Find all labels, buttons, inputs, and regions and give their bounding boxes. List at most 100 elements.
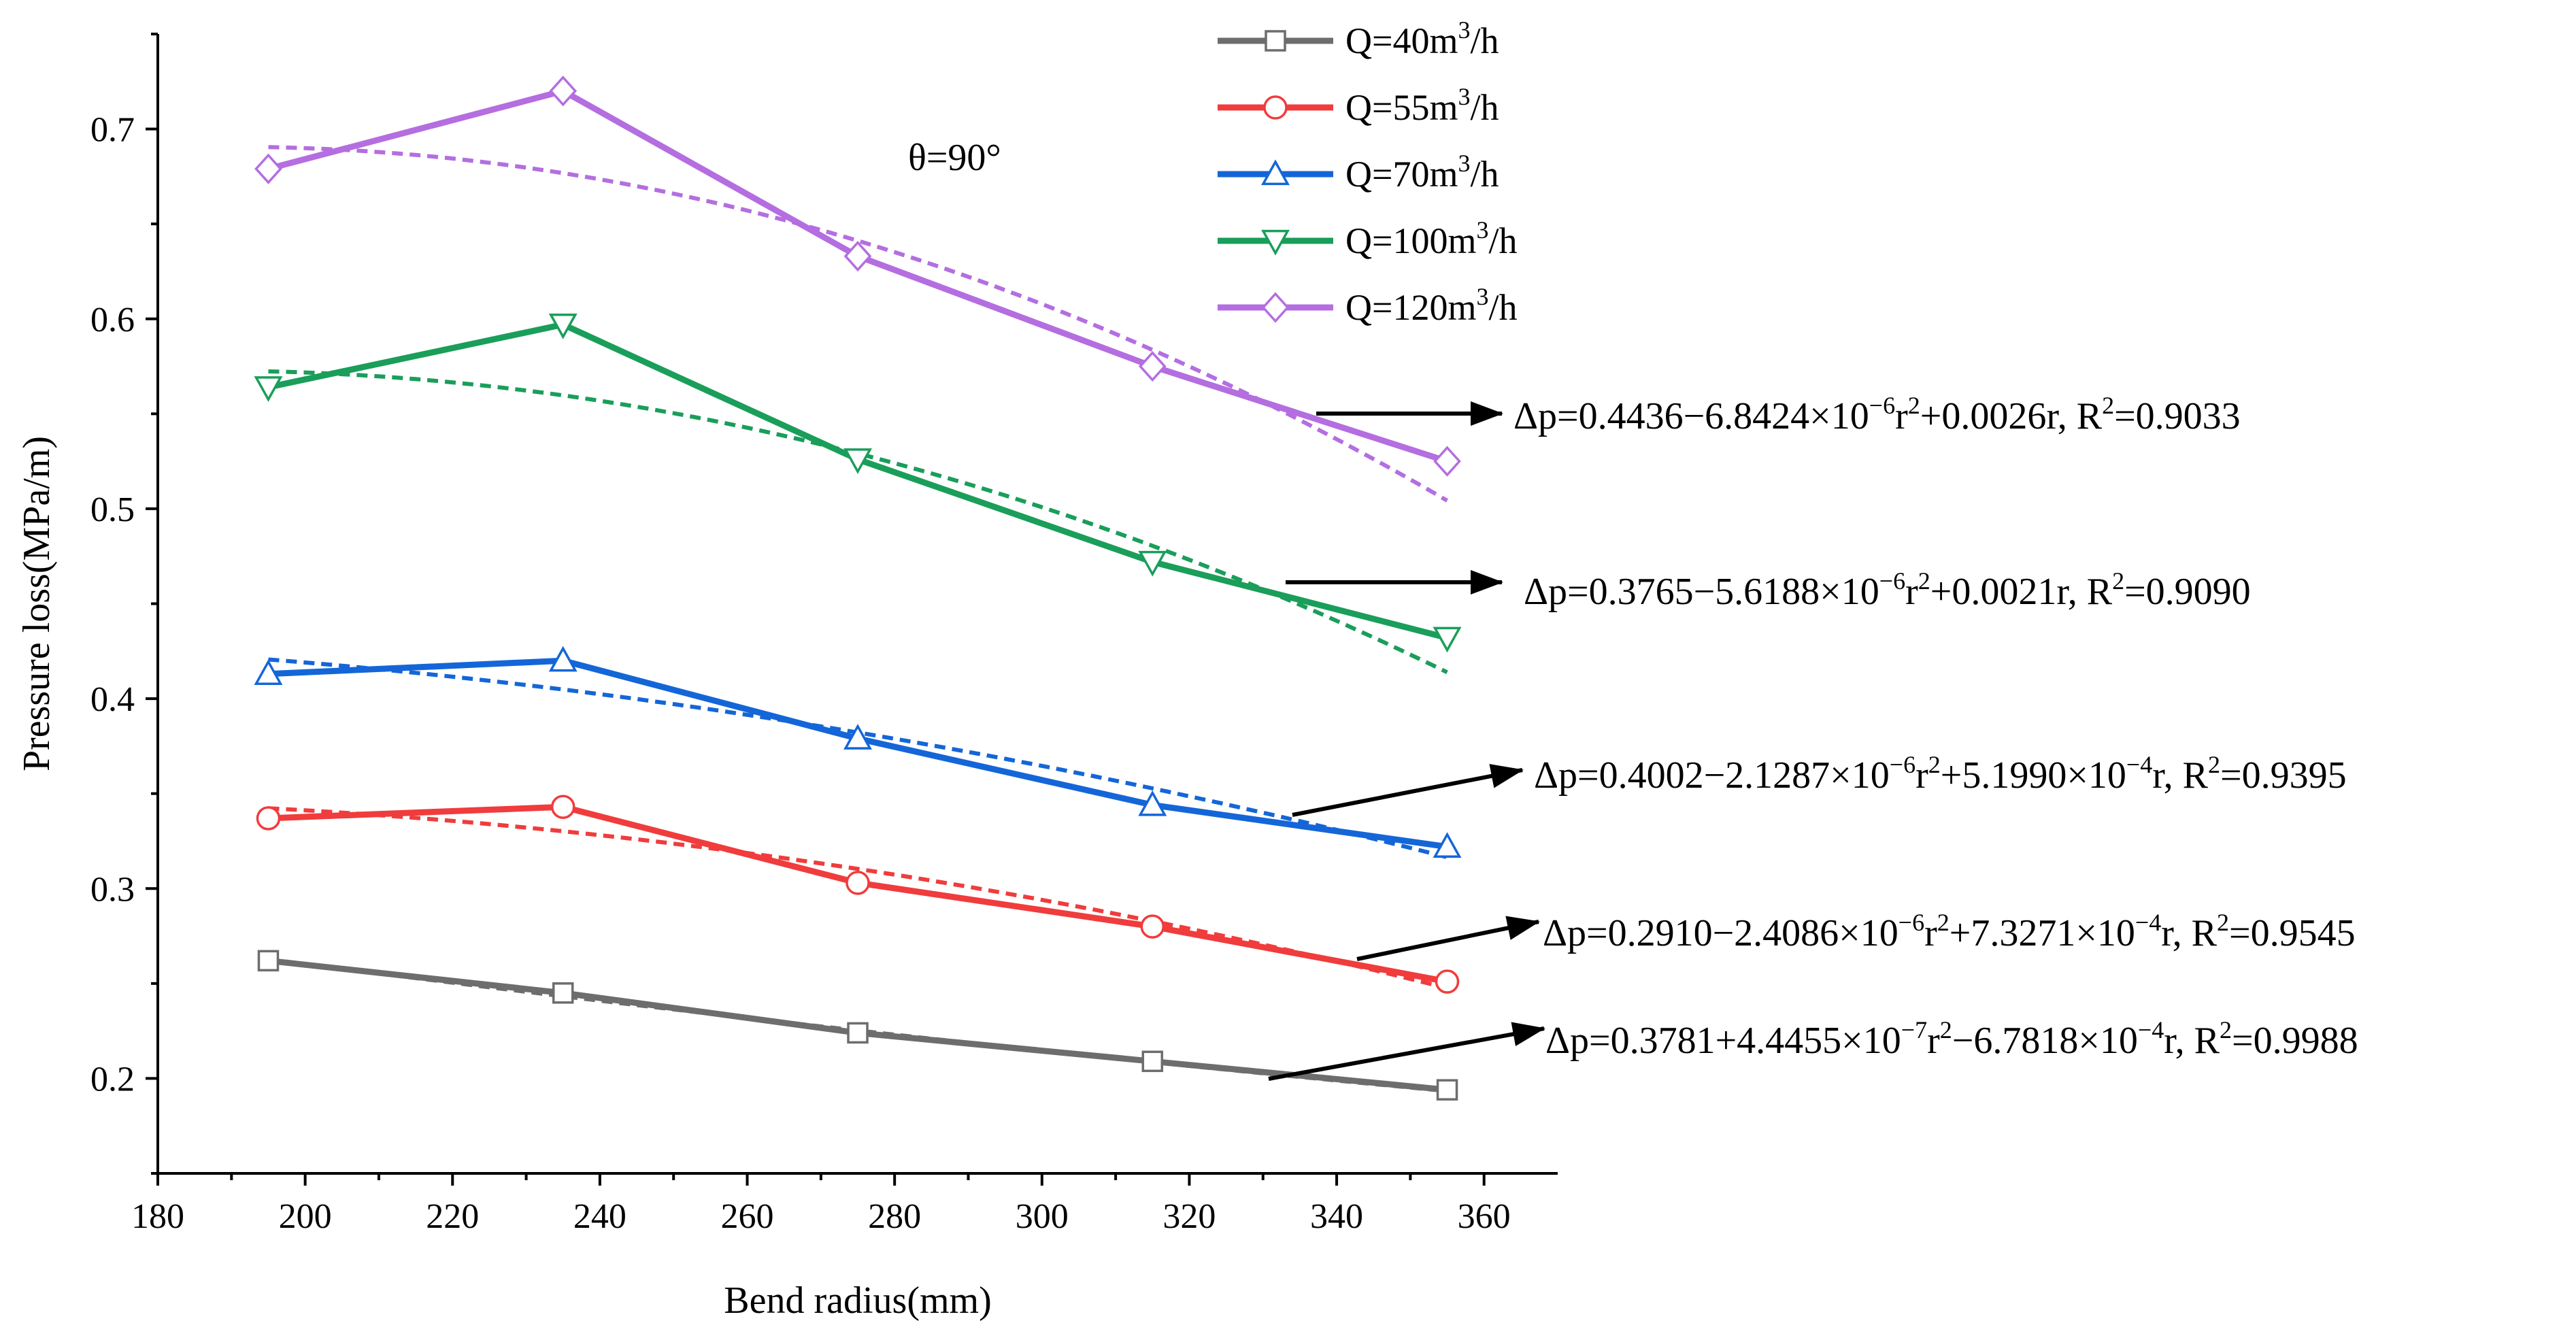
series-line — [267, 321, 1448, 641]
superscript: 3 — [1458, 16, 1470, 44]
x-axis-title: Bend radius(mm) — [724, 1280, 991, 1322]
text-part: Δp=0.2910−2.4086×10 — [1543, 912, 1898, 954]
y-tick-label: 0.7 — [90, 111, 135, 150]
data-point — [1436, 1079, 1458, 1101]
data-point — [1433, 446, 1461, 477]
data-point — [548, 313, 578, 339]
text-part: /h — [1470, 154, 1499, 195]
text-part: /h — [1488, 220, 1517, 261]
legend-label: Q=100m3/h — [1345, 216, 1517, 261]
series-group — [257, 950, 1458, 1101]
data-point — [1435, 969, 1460, 994]
data-point — [847, 1022, 869, 1044]
data-series — [254, 76, 1462, 1101]
y-tick-label: 0.5 — [90, 490, 135, 529]
x-tick-label: 260 — [721, 1197, 774, 1236]
text-part: =0.9033 — [2114, 395, 2241, 437]
superscript: −6 — [1879, 567, 1905, 595]
text-part: Q=40m — [1345, 20, 1458, 61]
legend: Q=40m3/hQ=55m3/hQ=70m3/hQ=100m3/hQ=120m3… — [1218, 16, 1517, 328]
superscript: 2 — [2112, 567, 2124, 595]
series-line — [267, 88, 1448, 465]
text-part: Q=120m — [1345, 287, 1476, 328]
text-part: r — [1927, 1020, 1940, 1062]
data-point — [1138, 350, 1167, 382]
text-part: Q=100m — [1345, 220, 1476, 261]
data-point — [1433, 626, 1462, 653]
text-part: Q=70m — [1345, 154, 1458, 195]
data-point — [843, 724, 872, 750]
superscript: 2 — [1928, 751, 1941, 778]
superscript: 2 — [2208, 751, 2220, 778]
superscript: 2 — [2220, 1016, 2232, 1043]
superscript: −4 — [2135, 909, 2161, 936]
text-part: +5.1990×10 — [1941, 754, 2126, 797]
y-tick-label: 0.4 — [90, 680, 135, 719]
superscript: −6 — [1898, 909, 1924, 936]
superscript: 3 — [1476, 283, 1488, 310]
fit-curve — [268, 806, 1448, 990]
fit-equation: Δp=0.4002−2.1287×10−6r2+5.1990×10−4r, R2… — [1534, 751, 2347, 797]
fit-equation: Δp=0.3781+4.4455×10−7r2−6.7818×10−4r, R2… — [1545, 1016, 2358, 1062]
legend-label: Q=120m3/h — [1345, 283, 1517, 328]
superscript: −6 — [1869, 392, 1895, 419]
legend-marker — [1261, 292, 1290, 323]
y-tick-label: 0.2 — [90, 1060, 135, 1099]
data-point — [254, 659, 283, 685]
x-tick-label: 220 — [426, 1197, 479, 1236]
series-group — [254, 76, 1461, 477]
legend-marker — [1265, 30, 1286, 52]
data-point — [1138, 550, 1167, 577]
superscript: −4 — [2126, 751, 2152, 778]
text-part: +7.3271×10 — [1950, 912, 2135, 954]
superscript: 2 — [1937, 909, 1950, 936]
text-part: r, R — [2164, 1020, 2220, 1062]
fit-equation: Δp=0.2910−2.4086×10−6r2+7.3271×10−4r, R2… — [1543, 909, 2356, 954]
axes: 180 200 220 240 260 280 300 320 340 360 0.2 0.3 0.4 0… — [16, 33, 1558, 1322]
superscript: 2 — [2102, 392, 2114, 419]
text-part: Δp=0.4436−6.8424×10 — [1513, 395, 1869, 437]
superscript: 2 — [1908, 392, 1920, 419]
data-point — [1433, 832, 1462, 858]
equation-arrow — [1268, 1022, 1545, 1081]
y-tick-label: 0.3 — [90, 870, 135, 909]
legend-label: Q=70m3/h — [1345, 150, 1499, 195]
x-tick-label: 280 — [868, 1197, 921, 1236]
x-tick-label: 360 — [1458, 1197, 1511, 1236]
data-point — [549, 76, 578, 107]
data-point — [257, 950, 280, 972]
series-group — [254, 313, 1462, 653]
data-point — [843, 241, 872, 272]
series-group — [256, 795, 1460, 994]
data-point — [843, 448, 872, 474]
text-part: −6.7818×10 — [1952, 1020, 2138, 1062]
fit-equation: Δp=0.4436−6.8424×10−6r2+0.0026r, R2=0.90… — [1513, 392, 2241, 437]
legend-label: Q=40m3/h — [1345, 16, 1499, 61]
text-part: =0.9988 — [2232, 1020, 2358, 1062]
equation-arrow — [1356, 916, 1540, 961]
text-part: r — [1916, 754, 1928, 797]
annotations: θ=90° Δp=0.3781+4.4455×10−7r2−6.7818×10−4… — [908, 137, 2358, 1081]
y-axis-title: Pressure loss(MPa/m) — [16, 436, 58, 771]
text-part: r, R — [2152, 754, 2208, 797]
superscript: 3 — [1476, 216, 1488, 244]
text-part: +0.0026r, R — [1920, 395, 2103, 437]
text-part: /h — [1470, 20, 1499, 61]
data-point — [550, 795, 575, 819]
legend-marker — [1261, 159, 1290, 186]
series-group — [254, 646, 1462, 858]
text-part: /h — [1470, 87, 1499, 128]
x-tick-label: 300 — [1016, 1197, 1069, 1236]
data-point — [552, 982, 574, 1004]
x-tick-label: 340 — [1310, 1197, 1363, 1236]
legend-marker — [1261, 229, 1290, 256]
text-part: +0.0021r, R — [1930, 571, 2113, 613]
superscript: 2 — [1940, 1016, 1952, 1043]
text-part: =0.9395 — [2220, 754, 2347, 797]
data-point — [254, 376, 283, 402]
angle-annotation: θ=90° — [908, 137, 1001, 179]
y-tick-label: 0.6 — [90, 301, 135, 339]
x-tick-label: 240 — [573, 1197, 626, 1236]
text-part: Δp=0.3765−5.6188×10 — [1524, 571, 1879, 613]
